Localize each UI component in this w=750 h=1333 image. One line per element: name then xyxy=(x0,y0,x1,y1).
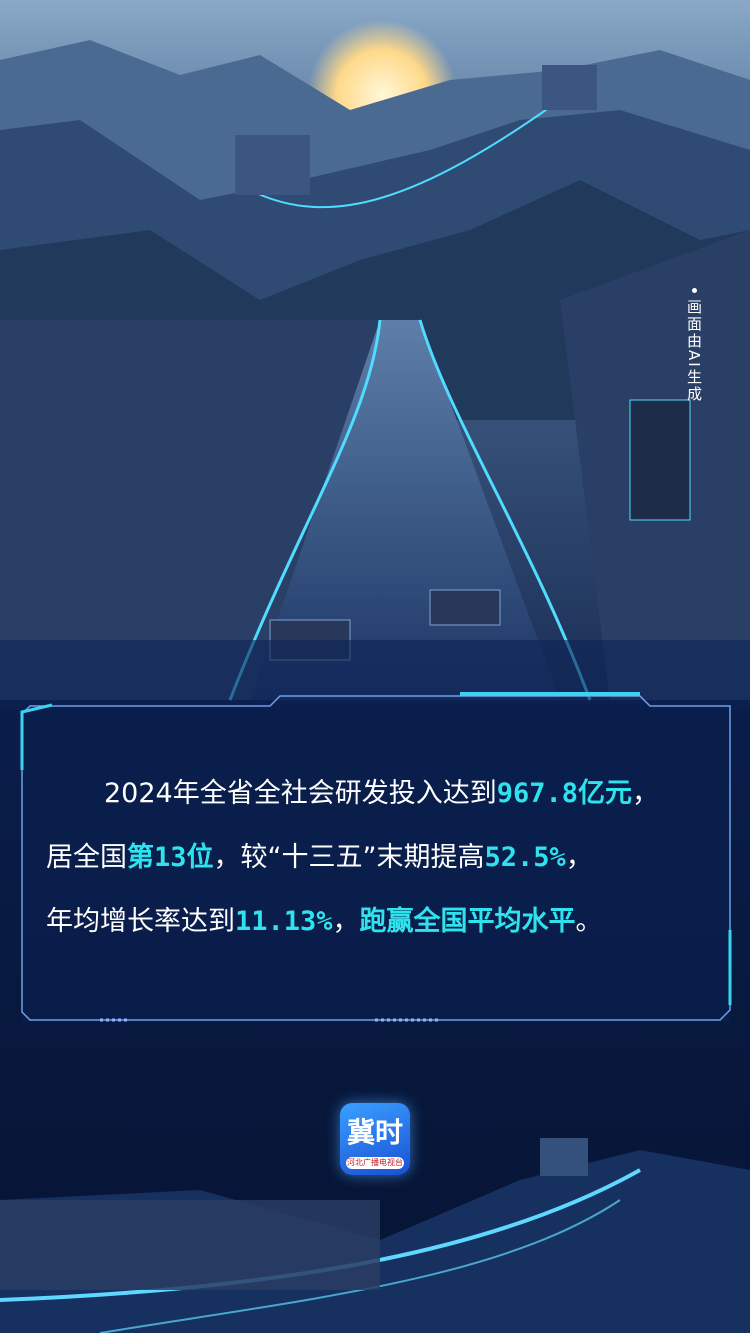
tower xyxy=(235,135,310,195)
text-segment: 居全国 xyxy=(46,842,127,873)
panel xyxy=(22,705,730,1022)
text-segment: 2024年全省全社会研发投入达到 xyxy=(104,778,497,809)
text-segment: ， xyxy=(332,906,360,937)
text-segment: 年均增长率达到 xyxy=(46,906,235,937)
highlight-text: 967.8亿元 xyxy=(496,778,632,809)
highlight-text: 跑赢全国平均水平 xyxy=(359,906,576,937)
text-segment: ， xyxy=(632,778,659,809)
text-line: 2024年全省全社会研发投入达到967.8亿元， xyxy=(46,762,716,826)
frame-accent xyxy=(20,703,53,770)
highlight-text: 11.13% xyxy=(235,906,333,937)
glow-line xyxy=(99,1199,621,1333)
chip xyxy=(629,399,691,521)
bottom-wall xyxy=(0,1200,380,1290)
fade xyxy=(0,640,750,710)
glow-line xyxy=(249,99,561,209)
chip xyxy=(429,589,501,626)
glow-line xyxy=(418,319,592,701)
highlight-text: 52.5% xyxy=(484,842,566,873)
highlight-text: 第13位 xyxy=(127,842,214,873)
panel-frame xyxy=(21,695,731,1021)
text-segment: ， xyxy=(565,842,593,873)
text-line: 居全国第13位，较“十三五”末期提高52.5%， xyxy=(46,826,716,890)
logo: 冀时 河北广播电视台 xyxy=(340,1103,410,1175)
text-segment: 。 xyxy=(575,906,603,937)
tower xyxy=(542,65,597,110)
text-segment: ，较“十三五”末期提高 xyxy=(213,842,485,873)
logo-subtitle: 河北广播电视台 xyxy=(346,1157,404,1169)
tower xyxy=(540,1138,588,1176)
body-text: 2024年全省全社会研发投入达到967.8亿元， 居全国第13位，较“十三五”末期… xyxy=(46,762,716,954)
ai-caption: 画面由AI生成 xyxy=(684,288,705,403)
logo-title: 冀时 xyxy=(346,1116,403,1149)
glow-line xyxy=(228,319,382,701)
text-line: 年均增长率达到11.13%，跑赢全国平均水平。 xyxy=(46,890,716,954)
